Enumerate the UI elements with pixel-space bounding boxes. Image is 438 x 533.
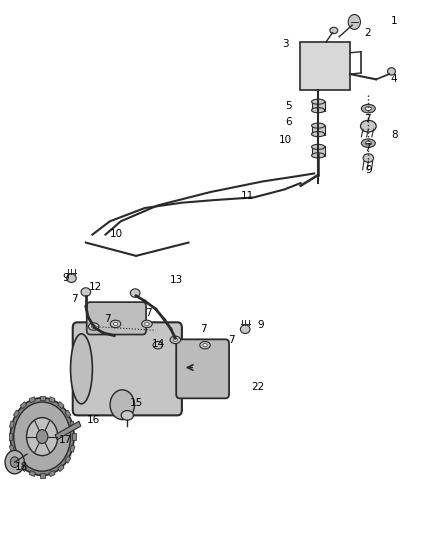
Circle shape — [36, 430, 48, 443]
Circle shape — [110, 390, 134, 419]
Text: 5: 5 — [286, 101, 292, 111]
Polygon shape — [65, 410, 71, 418]
Text: 7: 7 — [201, 324, 207, 334]
Text: 9: 9 — [365, 165, 371, 175]
FancyBboxPatch shape — [73, 322, 182, 415]
Text: 12: 12 — [89, 282, 102, 292]
Ellipse shape — [363, 154, 374, 163]
Polygon shape — [49, 471, 55, 477]
Text: 10: 10 — [110, 229, 123, 239]
Ellipse shape — [361, 139, 375, 148]
Ellipse shape — [153, 342, 162, 349]
Text: 22: 22 — [252, 382, 265, 392]
Ellipse shape — [330, 27, 338, 34]
Ellipse shape — [311, 99, 325, 104]
Text: 7: 7 — [71, 294, 78, 304]
Circle shape — [348, 14, 360, 29]
FancyBboxPatch shape — [311, 101, 325, 111]
Text: 6: 6 — [286, 117, 292, 127]
Polygon shape — [70, 421, 75, 429]
Ellipse shape — [145, 322, 149, 326]
Polygon shape — [65, 456, 71, 463]
FancyBboxPatch shape — [55, 421, 81, 440]
Ellipse shape — [311, 108, 325, 113]
Polygon shape — [29, 397, 35, 403]
Polygon shape — [72, 433, 76, 440]
Text: 16: 16 — [87, 415, 100, 425]
Polygon shape — [58, 402, 64, 409]
Text: 17: 17 — [59, 435, 72, 445]
FancyBboxPatch shape — [311, 125, 325, 135]
Circle shape — [14, 402, 71, 471]
Text: 4: 4 — [390, 75, 397, 84]
Ellipse shape — [121, 410, 134, 420]
Text: 7: 7 — [364, 114, 371, 124]
Polygon shape — [20, 464, 27, 472]
Ellipse shape — [365, 107, 371, 110]
Text: 18: 18 — [15, 463, 28, 472]
Text: 14: 14 — [152, 338, 166, 349]
Polygon shape — [70, 445, 75, 453]
Ellipse shape — [131, 289, 140, 297]
Text: 3: 3 — [283, 39, 289, 49]
Ellipse shape — [311, 153, 325, 158]
Ellipse shape — [240, 325, 250, 334]
Ellipse shape — [311, 132, 325, 136]
Circle shape — [11, 457, 19, 467]
Polygon shape — [14, 456, 19, 463]
Polygon shape — [9, 433, 12, 440]
Ellipse shape — [311, 144, 325, 149]
FancyBboxPatch shape — [311, 146, 325, 157]
Polygon shape — [9, 445, 14, 453]
Ellipse shape — [173, 338, 177, 342]
Text: 13: 13 — [170, 276, 183, 285]
Polygon shape — [58, 464, 64, 472]
Text: 7: 7 — [228, 335, 234, 345]
Circle shape — [11, 398, 74, 475]
Ellipse shape — [311, 123, 325, 128]
Ellipse shape — [170, 336, 180, 344]
Polygon shape — [20, 402, 27, 409]
Circle shape — [27, 418, 58, 456]
Text: 15: 15 — [130, 398, 144, 408]
Text: 11: 11 — [241, 191, 254, 201]
Polygon shape — [49, 397, 55, 403]
Text: 7: 7 — [145, 308, 152, 318]
Ellipse shape — [110, 320, 121, 328]
FancyBboxPatch shape — [87, 302, 146, 335]
Text: 10: 10 — [279, 135, 292, 145]
Ellipse shape — [365, 141, 371, 145]
FancyBboxPatch shape — [176, 340, 229, 398]
Ellipse shape — [88, 323, 99, 330]
Ellipse shape — [200, 342, 210, 349]
Ellipse shape — [360, 120, 376, 132]
Polygon shape — [29, 471, 35, 477]
Polygon shape — [39, 473, 45, 478]
Text: 9: 9 — [62, 273, 69, 283]
FancyBboxPatch shape — [300, 42, 350, 90]
Ellipse shape — [113, 322, 118, 326]
Text: 9: 9 — [257, 320, 264, 330]
Text: 7: 7 — [104, 313, 111, 324]
Circle shape — [5, 450, 24, 474]
Text: 8: 8 — [391, 130, 398, 140]
Ellipse shape — [361, 104, 375, 113]
Polygon shape — [39, 395, 45, 400]
Ellipse shape — [203, 344, 207, 347]
Text: 2: 2 — [364, 28, 371, 38]
Ellipse shape — [71, 334, 92, 404]
Ellipse shape — [388, 68, 396, 75]
Ellipse shape — [92, 325, 96, 328]
Polygon shape — [9, 421, 14, 429]
Text: 7: 7 — [364, 143, 371, 154]
Ellipse shape — [142, 320, 152, 328]
Polygon shape — [14, 410, 19, 418]
Text: 1: 1 — [390, 16, 397, 26]
Ellipse shape — [67, 274, 76, 282]
Ellipse shape — [81, 288, 91, 296]
